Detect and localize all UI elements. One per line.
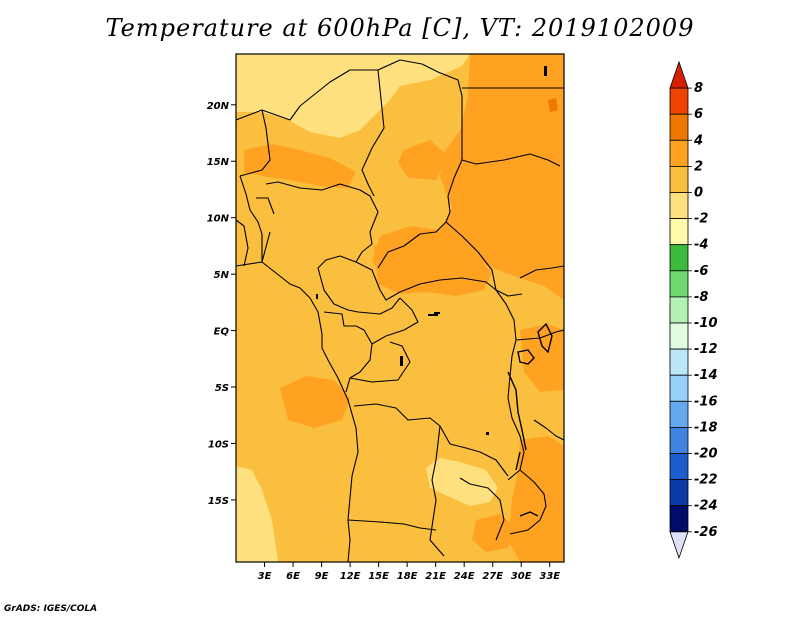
x-tick-label: 12E [340,571,361,582]
field-minus2-to-0-westcoast [236,466,278,562]
lakes [507,322,553,517]
y-tick-label: 20N [207,101,230,112]
colorbar-label: 6 [694,107,703,122]
field-2-to-4-northeast [372,54,564,300]
colorbar-segment [669,426,689,454]
field-2-to-4-sahel [244,144,356,188]
colorbar-label: 8 [694,81,703,96]
colorbar-label: -4 [694,238,708,253]
colorbar: 8 6 4 2 0 -2 -4 -6 -8 -10 -12 -14 -16 -18 -20 -22 -24 -26 [669,60,718,560]
colorbar-label: -8 [694,290,708,305]
colorbar-label: 0 [694,186,703,201]
colorbar-segment [669,218,689,246]
colorbar-label: -16 [694,394,718,409]
y-tick-label: 5N [214,270,230,281]
colorbar-segment [669,374,689,402]
map-plot-area [236,54,564,562]
x-tick-label: 15E [368,571,389,582]
colorbar-segment [669,192,689,220]
y-tick-label: 10N [207,214,230,225]
colorbar-label: -12 [694,342,718,357]
x-tick-label: 27E [482,571,503,582]
colorbar-segment [669,479,689,507]
colorbar-segment [669,244,689,272]
field-2-to-4-east [520,324,564,392]
y-tick-label: 15S [208,496,229,507]
x-tick-label: 3E [258,571,272,582]
field-2-to-4-tanzania [508,436,564,562]
x-tick-label: 18E [397,571,418,582]
field-minus2-to-0-south [426,458,498,506]
map-frame [235,53,565,563]
colorbar-segment [669,139,689,167]
colorbar-segment-top [669,60,689,89]
x-tick-label: 24E [454,571,475,582]
y-tick-label: 5S [215,383,229,394]
colorbar-segment [669,348,689,376]
credit-label: GrADS: IGES/COLA [4,604,98,614]
field-2-to-4-south [472,514,516,552]
colorbar-segment [669,505,689,533]
field-2-to-4-central [374,238,492,296]
colorbar-label: -26 [694,525,718,540]
colorbar-label: 2 [694,159,703,174]
colorbar-segment [669,113,689,141]
colorbar-label: -24 [694,499,718,514]
colorbar-segment-bottom [669,531,689,560]
colorbar-segment [669,165,689,193]
colorbar-segment [669,453,689,481]
x-tick-label: 21E [425,571,446,582]
colorbar-label: -2 [694,212,708,227]
colorbar-segment [669,322,689,350]
x-tick-label: 30E [511,571,532,582]
x-tick-label: 33E [539,571,560,582]
y-tick-label: 10S [208,439,229,450]
map-title: Temperature at 600hPa [C], VT: 201910200… [105,14,695,42]
x-tick-label: 6E [286,571,300,582]
lake-marks [316,66,547,435]
x-tick-label: 9E [315,571,329,582]
x-axis-ticks: 3E 6E 9E 12E 15E 18E 21E 24E 27E 30E 33E [258,562,560,582]
y-axis-ticks: 20N 15N 10N 5N EQ 5S 10S 15S [207,101,236,507]
country-borders [236,59,564,562]
field-4-to-6-spot [548,98,558,112]
colorbar-segment [669,296,689,324]
colorbar-segment [669,400,689,428]
colorbar-segment [669,270,689,298]
colorbar-label: -20 [694,447,718,462]
colorbar-label: -10 [694,316,718,331]
colorbar-label: -14 [694,368,718,383]
field-2-to-4-gabon [280,376,350,428]
field-2-to-4-nile [398,140,448,180]
y-tick-label: EQ [214,327,230,338]
field-minus2-to-0-north [236,54,470,138]
colorbar-label: -22 [694,473,718,488]
colorbar-label: -18 [694,420,718,435]
colorbar-label: 4 [693,133,703,148]
colorbar-segment [669,87,689,115]
y-tick-label: 15N [207,157,230,168]
colorbar-label: -6 [694,264,708,279]
